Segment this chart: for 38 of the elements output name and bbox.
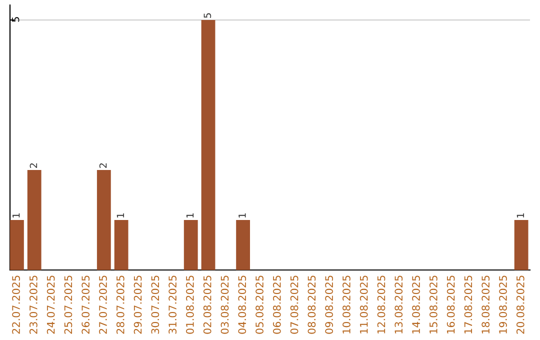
data-label: 1 (238, 213, 246, 218)
x-tick-label: 07.08.2025 (290, 276, 298, 334)
x-tick-label: 28.07.2025 (116, 276, 124, 334)
x-tick-label: 18.08.2025 (482, 276, 490, 334)
x-tick-label: 25.07.2025 (64, 276, 72, 334)
x-tick-label: 11.08.2025 (360, 276, 368, 334)
x-tick-label: 19.08.2025 (499, 276, 507, 334)
x-tick-label: 26.07.2025 (82, 276, 90, 334)
x-tick-label: 31.07.2025 (168, 276, 176, 334)
x-tick-label: 03.08.2025 (220, 276, 229, 334)
x-tick-label: 29.07.2025 (134, 276, 142, 334)
x-tick-label: 05.08.2025 (256, 276, 264, 334)
x-tick-label: 12.08.2025 (377, 276, 386, 334)
x-tick-label: 14.08.2025 (412, 276, 420, 334)
x-tick-label: 22.07.2025 (12, 276, 20, 334)
x-tick-label: 23.07.2025 (29, 276, 38, 334)
data-label: 2 (30, 163, 38, 168)
x-tick-label: 09.08.2025 (325, 276, 334, 334)
x-tick-label: 02.08.2025 (203, 276, 212, 334)
x-tick-label: 01.08.2025 (186, 276, 194, 334)
x-tick-label: 10.08.2025 (342, 276, 350, 334)
x-tick-label: 13.08.2025 (394, 276, 403, 334)
data-label: 1 (186, 213, 194, 218)
x-tick-label: 27.07.2025 (99, 276, 107, 334)
x-tick-label: 04.08.2025 (238, 276, 246, 334)
data-label: 5 (204, 13, 212, 18)
data-label: 2 (99, 163, 107, 168)
x-tick-label: 16.08.2025 (446, 276, 455, 334)
data-label: 1 (516, 213, 524, 218)
x-tick-label: 24.07.2025 (46, 276, 55, 334)
x-tick-label: 17.08.2025 (464, 276, 472, 334)
data-label: 1 (116, 213, 124, 218)
x-tick-label: 06.08.2025 (272, 276, 281, 334)
x-tick-label: 30.07.2025 (151, 276, 160, 334)
x-tick-label: 20.08.2025 (516, 276, 524, 334)
data-label: 1 (12, 213, 20, 218)
x-tick-label: 15.08.2025 (429, 276, 438, 334)
x-tick-label: 08.08.2025 (308, 276, 316, 334)
